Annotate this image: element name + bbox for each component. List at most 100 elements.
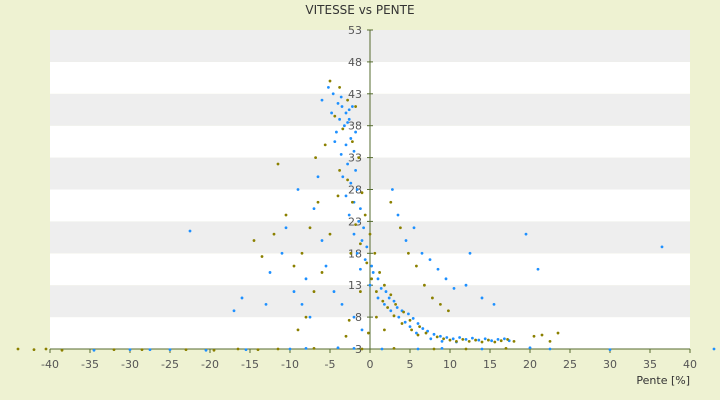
x-tick-label: -10 — [281, 358, 299, 371]
data-point-series-a — [300, 302, 304, 306]
data-point-series-a — [379, 286, 383, 290]
data-point-series-b — [300, 251, 304, 255]
y-tick-label: 23 — [348, 215, 362, 228]
y-tick-label: 33 — [348, 152, 362, 165]
data-point-series-b — [312, 346, 316, 350]
data-point-series-a — [204, 348, 208, 352]
data-point-series-b — [284, 213, 288, 217]
data-point-series-b — [442, 337, 445, 341]
y-tick-label: 48 — [348, 56, 362, 69]
data-point-series-b — [448, 338, 452, 342]
data-point-series-b — [556, 331, 560, 335]
data-point-series-a — [343, 124, 346, 128]
data-point-series-a — [240, 296, 244, 300]
data-point-series-b — [378, 271, 381, 274]
data-point-series-b — [493, 340, 497, 344]
data-point-series-b — [333, 114, 337, 118]
data-point-series-a — [480, 296, 484, 300]
data-point-series-a — [332, 290, 336, 293]
data-point-series-b — [338, 168, 341, 172]
data-point-series-a — [436, 267, 440, 271]
data-point-series-a — [392, 299, 396, 303]
data-point-series-a — [357, 220, 361, 223]
data-point-series-b — [423, 283, 426, 287]
data-point-series-a — [528, 346, 532, 350]
data-point-series-a — [304, 346, 308, 350]
data-point-series-a — [355, 251, 359, 255]
data-point-series-a — [468, 251, 472, 255]
data-point-series-b — [368, 232, 372, 236]
data-point-series-a — [351, 105, 354, 108]
x-tick-label: 20 — [523, 358, 537, 371]
data-point-series-a — [403, 320, 407, 324]
data-point-series-b — [346, 178, 349, 182]
data-point-series-b — [464, 347, 468, 351]
data-point-series-a — [341, 175, 345, 179]
data-point-series-a — [352, 346, 356, 350]
data-point-series-b — [474, 338, 477, 342]
data-point-series-a — [363, 258, 367, 262]
data-point-series-a — [346, 162, 349, 166]
data-point-series-a — [324, 264, 328, 268]
x-tick-label: -35 — [81, 358, 99, 371]
data-point-series-b — [432, 347, 436, 351]
data-point-series-a — [340, 105, 344, 108]
data-point-series-a — [411, 316, 415, 320]
data-point-series-a — [407, 312, 410, 316]
data-point-series-b — [480, 340, 484, 344]
data-point-series-b — [314, 156, 317, 160]
data-point-series-b — [252, 239, 256, 242]
data-point-series-a — [232, 309, 236, 313]
data-point-series-a — [331, 92, 335, 96]
data-point-series-b — [256, 348, 260, 352]
data-point-series-b — [316, 200, 320, 204]
data-point-series-b — [354, 223, 357, 226]
data-point-series-a — [396, 213, 400, 217]
data-point-series-b — [410, 328, 413, 332]
data-point-series-b — [60, 348, 64, 352]
data-point-series-b — [416, 333, 420, 337]
data-point-series-b — [276, 162, 280, 166]
data-point-series-a — [336, 101, 340, 105]
data-point-series-b — [336, 194, 340, 198]
data-point-series-a — [440, 346, 444, 350]
data-point-series-a — [408, 325, 412, 329]
data-point-series-a — [280, 251, 284, 255]
data-point-series-a — [387, 296, 391, 300]
data-point-series-a — [452, 286, 456, 290]
data-point-series-a — [344, 194, 348, 198]
data-point-series-a — [548, 347, 552, 351]
data-point-series-a — [451, 337, 455, 341]
x-tick-label: 5 — [407, 358, 414, 371]
data-point-series-b — [44, 347, 48, 351]
data-point-series-b — [304, 315, 308, 319]
data-point-series-b — [328, 232, 332, 236]
data-point-series-a — [347, 108, 351, 112]
data-point-series-a — [340, 302, 344, 306]
data-point-series-a — [330, 111, 333, 115]
data-point-series-a — [421, 327, 425, 330]
data-point-series-b — [359, 242, 362, 246]
x-tick-label: -5 — [325, 358, 336, 371]
data-point-series-a — [536, 267, 540, 271]
data-point-series-a — [395, 306, 399, 309]
data-point-series-a — [440, 339, 444, 343]
data-point-series-b — [351, 140, 354, 144]
data-point-series-a — [339, 153, 343, 156]
data-point-series-b — [383, 283, 386, 287]
data-point-series-a — [354, 130, 357, 134]
data-point-series-a — [429, 337, 433, 341]
x-axis-title: Pente [%] — [636, 374, 690, 387]
data-point-series-a — [608, 348, 612, 352]
data-point-series-a — [349, 181, 353, 185]
data-point-series-b — [435, 335, 439, 339]
data-point-series-b — [367, 331, 370, 335]
data-point-series-a — [471, 336, 474, 340]
data-point-series-b — [392, 346, 396, 350]
data-point-series-b — [112, 348, 116, 352]
data-point-series-b — [386, 306, 389, 309]
data-point-series-a — [292, 290, 296, 293]
data-point-series-a — [349, 137, 353, 140]
data-point-series-a — [371, 271, 375, 274]
data-point-series-a — [360, 328, 364, 332]
